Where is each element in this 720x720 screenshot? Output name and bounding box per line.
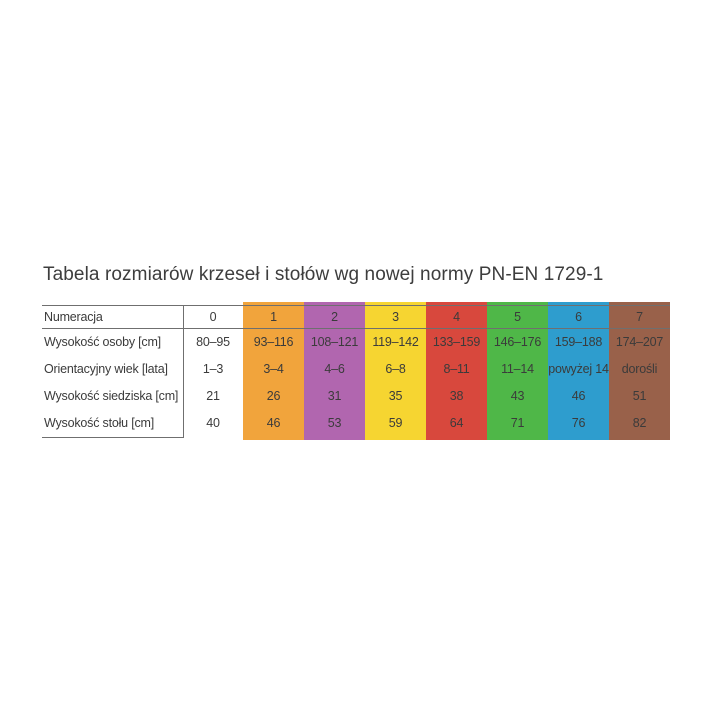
table-cell: 159–188 bbox=[554, 334, 603, 349]
column-header-2: 2 bbox=[331, 310, 338, 324]
table-cell: 174–207 bbox=[615, 334, 664, 349]
table-cell: 46 bbox=[571, 389, 586, 404]
row-label-wysokosc-osoby: Wysokość osoby [cm] bbox=[44, 334, 161, 349]
column-header-6: 6 bbox=[575, 310, 582, 324]
column-header-7: 7 bbox=[636, 310, 643, 324]
table-top-border bbox=[42, 305, 670, 306]
table-cell: 35 bbox=[388, 389, 403, 404]
column-header-0: 0 bbox=[209, 310, 217, 324]
table-cell: 11–14 bbox=[501, 361, 534, 376]
table-header-numeracja: Numeracja bbox=[44, 310, 103, 324]
table-cell: 133–159 bbox=[432, 334, 481, 349]
table-cell: powyżej 14 bbox=[548, 361, 609, 376]
page-title: Tabela rozmiarów krzeseł i stołów wg now… bbox=[43, 264, 604, 285]
column-color-block-2 bbox=[304, 302, 365, 440]
table-cell: 53 bbox=[327, 416, 342, 431]
table-cell: 82 bbox=[632, 416, 647, 431]
row-label-wysokosc-stolu: Wysokość stołu [cm] bbox=[44, 416, 155, 431]
table-cell: 38 bbox=[449, 389, 464, 404]
table-cell: 64 bbox=[449, 416, 464, 431]
table-cell: 26 bbox=[266, 389, 281, 404]
table-cell: 51 bbox=[632, 389, 647, 404]
label-column-divider bbox=[183, 305, 184, 437]
table-cell: dorośli bbox=[621, 361, 658, 376]
table-cell: 108–121 bbox=[310, 334, 359, 349]
column-header-5: 5 bbox=[514, 310, 521, 324]
table-cell: 31 bbox=[327, 389, 342, 404]
column-color-block-5 bbox=[487, 302, 548, 440]
table-grid: Numeracja 0 1 2 3 4 5 6 7 Wysokość osoby… bbox=[42, 306, 670, 437]
column-header-4: 4 bbox=[453, 310, 460, 324]
table-cell: 76 bbox=[571, 416, 586, 431]
row-label-wysokosc-siedziska: Wysokość siedziska [cm] bbox=[44, 389, 179, 404]
table-cell: 119–142 bbox=[372, 334, 419, 349]
table-cell: 6–8 bbox=[385, 361, 406, 376]
table-cell: 3–4 bbox=[263, 361, 284, 376]
column-header-1: 1 bbox=[270, 310, 277, 324]
table-cell: 40 bbox=[206, 416, 220, 431]
table-cell: 93–116 bbox=[253, 334, 294, 349]
column-color-block-3 bbox=[365, 302, 426, 440]
column-color-block-1 bbox=[243, 302, 304, 440]
table-cell: 146–176 bbox=[493, 334, 542, 349]
table-bottom-border bbox=[42, 437, 184, 438]
table-cell: 46 bbox=[266, 416, 281, 431]
table-cell: 59 bbox=[388, 416, 403, 431]
table-cell: 80–95 bbox=[196, 334, 230, 349]
table-cell: 8–11 bbox=[443, 361, 470, 376]
column-color-block-6 bbox=[548, 302, 609, 440]
row-label-orientacyjny-wiek: Orientacyjny wiek [lata] bbox=[44, 361, 168, 376]
column-color-block-7 bbox=[609, 302, 670, 440]
table-cell: 21 bbox=[206, 389, 220, 404]
table-cell: 43 bbox=[510, 389, 525, 404]
column-color-block-4 bbox=[426, 302, 487, 440]
header-separator-line bbox=[42, 328, 670, 329]
table-cell: 71 bbox=[510, 416, 525, 431]
size-table: Numeracja 0 1 2 3 4 5 6 7 Wysokość osoby… bbox=[42, 302, 670, 445]
column-header-3: 3 bbox=[392, 310, 399, 324]
table-cell: 4–6 bbox=[324, 361, 345, 376]
table-cell: 1–3 bbox=[202, 361, 224, 376]
